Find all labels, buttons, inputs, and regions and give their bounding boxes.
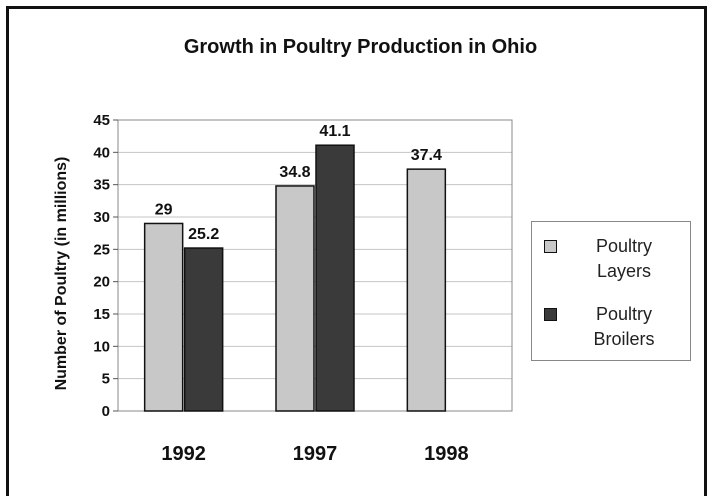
y-axis-label: Number of Poultry (in millions) bbox=[53, 157, 70, 391]
bar-poultry-broilers-1997 bbox=[315, 144, 355, 412]
y-tick-label: 5 bbox=[102, 371, 110, 388]
bar-poultry-layers-1997 bbox=[275, 185, 315, 412]
data-label: 25.2 bbox=[188, 226, 219, 243]
legend-swatch-broilers bbox=[544, 308, 557, 321]
y-tick-label: 0 bbox=[102, 403, 110, 420]
legend-label-layers: Poultry Layers bbox=[595, 236, 653, 281]
x-tick-label: 1997 bbox=[293, 443, 338, 465]
y-tick-label: 15 bbox=[93, 306, 110, 323]
bar-poultry-broilers-1992 bbox=[183, 247, 224, 412]
data-label: 41.1 bbox=[319, 123, 350, 140]
y-tick-label: 40 bbox=[93, 144, 110, 161]
bar-poultry-layers-1992 bbox=[143, 222, 184, 412]
y-tick-label: 35 bbox=[93, 177, 110, 194]
y-tick-label: 45 bbox=[93, 112, 110, 129]
bar-poultry-layers-1998 bbox=[406, 168, 447, 412]
legend-swatch-layers bbox=[544, 240, 557, 253]
y-tick-label: 30 bbox=[93, 209, 110, 226]
data-label: 37.4 bbox=[411, 147, 442, 164]
data-label: 34.8 bbox=[279, 164, 310, 181]
legend: Poultry Layers Poultry Broilers bbox=[531, 221, 691, 361]
chart-title: Growth in Poultry Production in Ohio bbox=[183, 36, 538, 58]
y-tick-label: 25 bbox=[93, 241, 110, 258]
data-label: 29 bbox=[155, 201, 173, 218]
y-tick-label: 20 bbox=[93, 274, 110, 291]
legend-label-broilers: Poultry Broilers bbox=[593, 304, 655, 349]
y-tick-label: 10 bbox=[93, 338, 110, 355]
x-tick-label: 1992 bbox=[161, 443, 206, 465]
plot-area bbox=[117, 119, 513, 412]
x-tick-label: 1998 bbox=[424, 443, 469, 465]
